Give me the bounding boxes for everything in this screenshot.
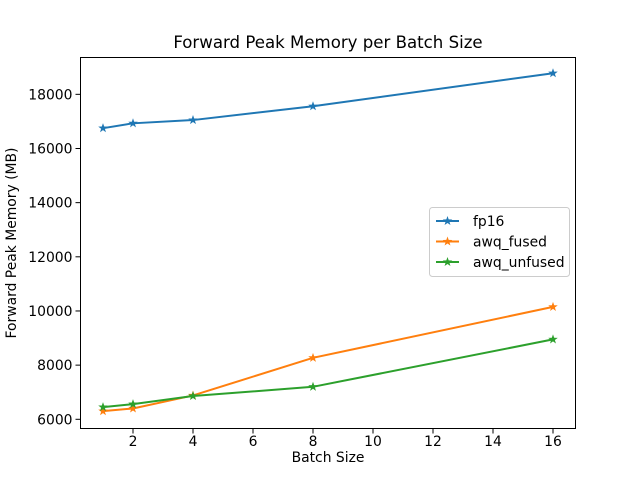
legend-marker-awq_unfused bbox=[442, 257, 453, 267]
x-tick-label: 6 bbox=[249, 434, 258, 450]
chart-title: Forward Peak Memory per Batch Size bbox=[173, 33, 482, 52]
series-marker-awq_fused bbox=[98, 406, 108, 416]
x-axis-label: Batch Size bbox=[292, 450, 365, 466]
legend: fp16 awq_fused awq_unfused bbox=[429, 207, 570, 277]
y-tick-label: 14000 bbox=[28, 196, 72, 212]
legend-marker-awq_fused bbox=[442, 236, 453, 246]
x-tick-label: 10 bbox=[364, 434, 382, 450]
series-marker-awq_unfused bbox=[128, 399, 138, 409]
x-tick-label: 16 bbox=[544, 434, 562, 450]
y-tick-label: 10000 bbox=[28, 304, 72, 320]
series-marker-fp16 bbox=[548, 68, 558, 78]
x-tick-label: 8 bbox=[309, 434, 318, 450]
y-tick-label: 12000 bbox=[28, 250, 72, 266]
series-line-awq_unfused bbox=[102, 338, 554, 409]
series-marker-fp16 bbox=[98, 123, 108, 133]
series-marker-fp16 bbox=[308, 101, 318, 111]
series-line-fp16 bbox=[102, 72, 554, 130]
legend-label-fp16: fp16 bbox=[473, 214, 504, 230]
y-tick-label: 6000 bbox=[37, 412, 72, 428]
series-marker-awq_fused bbox=[548, 301, 558, 311]
series-marker-fp16 bbox=[128, 118, 138, 128]
legend-label-awq_unfused: awq_unfused bbox=[473, 255, 565, 271]
series-marker-awq_unfused bbox=[308, 381, 318, 391]
y-axis-label: Forward Peak Memory (MB) bbox=[4, 148, 20, 339]
y-tick-label: 8000 bbox=[37, 358, 72, 374]
series-marker-awq_fused bbox=[128, 403, 138, 413]
x-tick-label: 14 bbox=[484, 434, 502, 450]
series-marker-awq_unfused bbox=[98, 402, 108, 412]
x-tick-label: 4 bbox=[189, 434, 198, 450]
series-layer bbox=[98, 68, 558, 416]
legend-marker-fp16 bbox=[442, 216, 453, 226]
plot-area: 2 4 6 8 10 12 14 16 6000 8000 10000 12000 14000 16000… bbox=[28, 57, 576, 450]
plot-border bbox=[80, 57, 576, 429]
series-marker-fp16 bbox=[188, 115, 198, 125]
x-tick-label: 2 bbox=[129, 434, 138, 450]
y-tick-label: 18000 bbox=[28, 87, 72, 103]
y-tick-label: 16000 bbox=[28, 141, 72, 157]
legend-box bbox=[429, 207, 570, 277]
legend-label-awq_fused: awq_fused bbox=[473, 235, 547, 251]
series-marker-awq_fused bbox=[308, 352, 318, 362]
x-tick-label: 12 bbox=[424, 434, 442, 450]
series-marker-awq_unfused bbox=[548, 334, 558, 344]
series-line-awq_fused bbox=[102, 305, 554, 413]
series-marker-awq_unfused bbox=[188, 391, 198, 401]
